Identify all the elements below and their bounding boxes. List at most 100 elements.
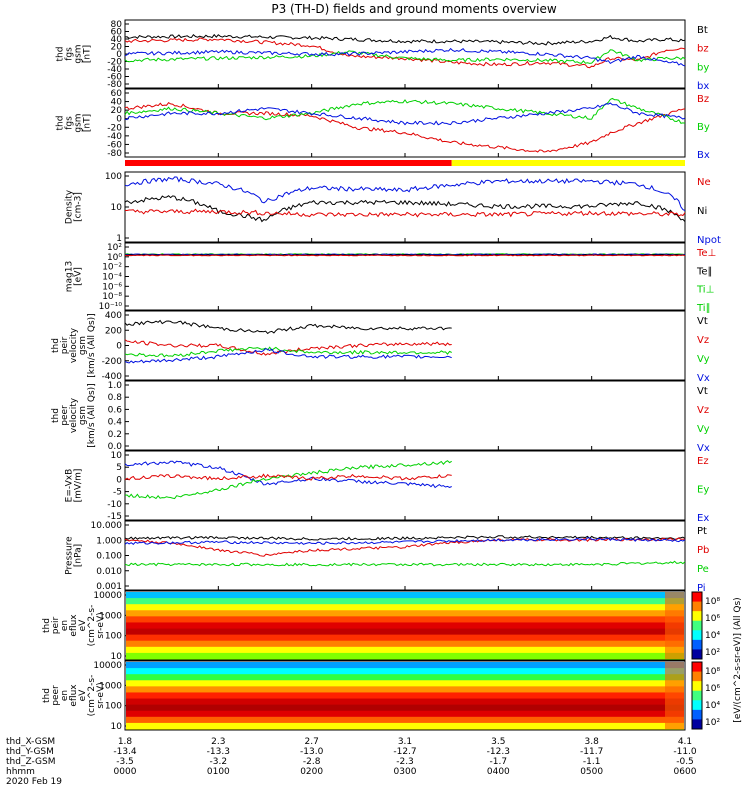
ylabel-fgs_gsm_b-3: [nT] [83, 114, 93, 132]
time-y-4: -12.3 [487, 747, 510, 757]
legend-density-0: Ne [697, 177, 711, 188]
time-hhmm-2: 0200 [300, 767, 323, 777]
ytick-peer_spec-2: 100 [105, 702, 122, 712]
legend-peir_velocity-1: Vz [697, 335, 709, 346]
ytick-peer_velocity-5: 0.0 [108, 442, 123, 452]
spec-band-peir_spec-5 [126, 622, 684, 630]
series-peir_velocity-1 [124, 339, 452, 356]
colorbar-peer_spec-4 [692, 700, 702, 711]
spec-band-peer_spec-6 [126, 698, 684, 706]
legend-peir_velocity-2: Vy [697, 354, 710, 365]
spec-band-peer_spec-5 [126, 692, 684, 700]
plot-title: P3 (TH-D) fields and ground moments over… [271, 2, 556, 16]
time-z-2: -2.8 [303, 757, 321, 767]
ytick-fgs_gsm_b-2: 20 [111, 106, 123, 116]
time-z-6: -0.5 [676, 757, 694, 767]
series-density-1 [124, 195, 686, 223]
time-x-4: 3.5 [491, 737, 505, 747]
legend-efield-2: Ex [697, 513, 709, 524]
colorbar-tick-peir_spec-1: 10⁶ [705, 614, 720, 624]
ylabel-fgs_gsm-3: [nT] [83, 45, 93, 63]
ylabel-fgs_gsm_b-2: gsm [74, 113, 84, 132]
ytick-peer_spec-3: 10 [111, 722, 123, 732]
series-efield-0 [124, 460, 452, 489]
legend-density-1: Ni [697, 206, 707, 217]
ylabel-peir_spec-3: eflux [69, 614, 79, 637]
legend-pressure-1: Pb [697, 545, 709, 556]
ytick-temp-5: 10⁻⁸ [102, 292, 122, 302]
panel-frame-efield [124, 450, 686, 521]
colorbar-frame-peer_spec [691, 661, 703, 730]
legend-density-2: Npot [697, 235, 721, 246]
ytick-peir_spec-0: 10000 [93, 591, 122, 601]
ylabel-peer_velocity-4: [km/s (All Qs)] [87, 383, 97, 447]
series-efield-1 [124, 460, 452, 500]
colorbar-peir_spec-3 [692, 620, 702, 631]
time-hhmm-3: 0300 [394, 767, 417, 777]
colorbar-peer_spec-0 [692, 662, 702, 673]
colorbar-label: [eV/(cm^2-s-sr-eV)] (All Qs) [733, 597, 743, 722]
ytick-density-0: 100 [105, 172, 122, 182]
spec-band-peer_spec-3 [126, 680, 684, 687]
ytick-pressure-0: 10.000 [91, 521, 123, 531]
legend-fgs_gsm-2: by [697, 62, 709, 73]
time-row-label-2: thd_Z-GSM [6, 757, 55, 767]
ytick-temp-1: 10⁰ [107, 253, 122, 263]
spec-band-peer_spec-7 [126, 704, 684, 712]
ylabel-peer_spec-0: thd [42, 688, 52, 703]
series-peir_velocity-2 [124, 346, 452, 358]
legend-temp-0: Te⊥ [696, 248, 716, 259]
ylabel-peir_spec-1: peir [51, 616, 61, 634]
colorbar-peer_spec-2 [692, 681, 702, 692]
time-y-3: -12.7 [393, 747, 416, 757]
colorbar-peer_spec-3 [692, 690, 702, 701]
time-row-label-4: 2020 Feb 19 [6, 777, 62, 787]
mode-bar-fast [451, 160, 685, 166]
ytick-peir_velocity-0: 400 [105, 311, 122, 321]
series-fgs_gsm-1 [124, 37, 686, 69]
ytick-temp-0: 10² [107, 243, 122, 253]
time-z-0: -3.5 [116, 757, 134, 767]
legend-efield-0: Ez [697, 456, 709, 467]
spec-band-peir_spec-8 [126, 640, 684, 648]
time-hhmm-1: 0100 [207, 767, 230, 777]
time-x-0: 1.8 [118, 737, 133, 747]
time-x-3: 3.1 [398, 737, 412, 747]
ytick-fgs_gsm-4: 0 [116, 50, 122, 60]
ylabel-peir_velocity-3: gsm [78, 336, 88, 355]
ytick-fgs_gsm_b-1: 40 [111, 98, 123, 108]
spec-band-peir_spec-1 [126, 598, 684, 605]
ytick-peir_velocity-4: -400 [102, 372, 123, 382]
legend-pressure-3: Pi [697, 583, 706, 594]
colorbar-peer_spec-5 [692, 709, 702, 720]
time-hhmm-6: 0600 [674, 767, 697, 777]
spec-band-peer_spec-2 [126, 674, 684, 681]
series-temp-3 [124, 254, 686, 257]
ytick-efield-1: 5 [116, 463, 122, 473]
spec-band-peir_spec-9 [126, 646, 684, 654]
colorbar-peer_spec-6 [692, 719, 702, 730]
ytick-peir_velocity-1: 200 [105, 326, 122, 336]
series-density-2 [125, 208, 686, 218]
spec-end-peir_spec [665, 592, 684, 659]
ylabel-peer_velocity-0: thd [51, 408, 61, 423]
ytick-pressure-3: 0.010 [96, 567, 122, 577]
ytick-temp-2: 10⁻² [102, 263, 122, 273]
ytick-peer_velocity-1: 0.8 [108, 393, 123, 403]
legend-peer_velocity-0: Vt [697, 386, 708, 397]
ylabel-peir_spec-6: sr-eV) [96, 612, 106, 638]
time-x-2: 2.7 [305, 737, 319, 747]
series-peir_velocity-0 [124, 319, 452, 335]
spec-band-peer_spec-1 [126, 668, 684, 675]
ylabel-peir_spec-4: eV [78, 619, 88, 632]
ytick-fgs_gsm-1: 60 [111, 28, 123, 38]
ylabel-density-1: [cm-3] [74, 192, 84, 222]
legend-fgs_gsm-1: bz [697, 44, 709, 55]
ytick-peir_spec-3: 10 [111, 652, 123, 662]
time-y-0: -13.4 [113, 747, 137, 757]
colorbar-peir_spec-4 [692, 630, 702, 641]
ylabel-density-0: Density [65, 189, 75, 224]
series-fgs_gsm-3 [124, 47, 686, 67]
series-pressure-0 [124, 535, 686, 541]
